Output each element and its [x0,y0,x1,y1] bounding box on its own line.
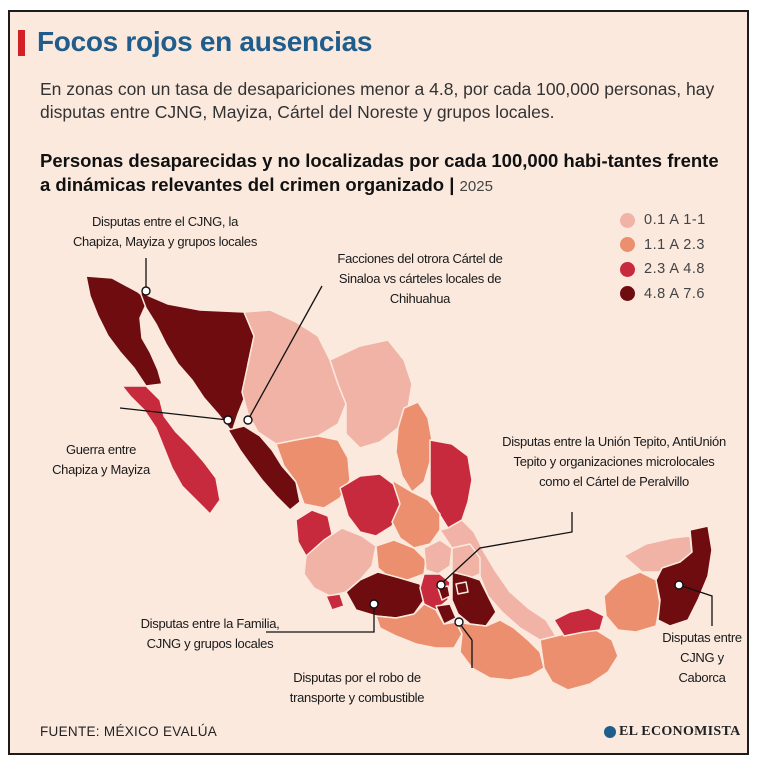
chart-title-year: 2025 [459,178,493,195]
legend-item: 1.1 A 2.3 [620,233,706,258]
state-baja-california [85,275,163,387]
state-tlaxcala [455,581,469,595]
annotation-quintana-roo: Disputas entre CJNG y Caborca [662,630,742,685]
headline-accent-bar [18,30,25,56]
legend-item: 4.8 A 7.6 [620,282,706,307]
source-note: FUENTE: MÉXICO EVALÚA [40,724,218,739]
brand-logo: EL ECONOMISTA [619,724,741,739]
annotation-cdmx: Disputas entre la Unión Tepito, AntiUnió… [502,434,726,489]
annotation-sinaloa: Guerra entre Chapiza y Mayiza [52,442,150,477]
annotation-michoacan: Disputas entre la Familia, CJNG y grupos… [140,616,280,651]
state-chiapas [539,629,619,691]
state-quintana-roo [655,525,713,627]
state-zacatecas [339,473,401,537]
legend-swatch [620,261,635,277]
legend: 0.1 A 1-1 1.1 A 2.3 2.3 A 4.8 4.8 A 7.6 [620,208,706,306]
legend-item: 0.1 A 1-1 [620,208,706,233]
annotation-baja-california: Disputas entre el CJNG, la Chapiza, Mayi… [72,214,258,249]
legend-item: 2.3 A 4.8 [620,257,706,282]
state-tabasco [553,607,605,637]
dek-text: En zonas con un tasa de desapariciones m… [40,79,715,122]
legend-swatch [620,237,635,253]
headline: Focos rojos en ausencias [37,26,373,57]
chart-title-separator: | [444,174,460,195]
legend-swatch [620,286,635,302]
legend-label: 1.1 A 2.3 [644,236,705,253]
brand-logo-icon [604,726,616,738]
state-nuevo-leon [395,401,433,493]
chart-title: Personas desaparecidas y no localizadas … [40,149,720,199]
state-san-luis-potosi [391,479,441,549]
state-veracruz [439,519,557,641]
legend-label: 4.8 A 7.6 [644,285,705,302]
state-colima [325,593,345,611]
state-jalisco [303,527,377,597]
legend-label: 2.3 A 4.8 [644,261,705,278]
state-queretaro [423,539,453,575]
state-sinaloa [227,425,301,511]
legend-swatch [620,212,635,228]
state-chihuahua [241,309,347,445]
legend-label: 0.1 A 1-1 [644,212,706,229]
state-campeche [603,571,661,633]
annotation-chihuahua: Facciones del otrora Cártel de Sinaloa v… [337,251,503,306]
annotation-puebla: Disputas por el robo de transporte y com… [289,670,425,705]
chart-title-main: Personas desaparecidas y no localizadas … [40,150,719,195]
